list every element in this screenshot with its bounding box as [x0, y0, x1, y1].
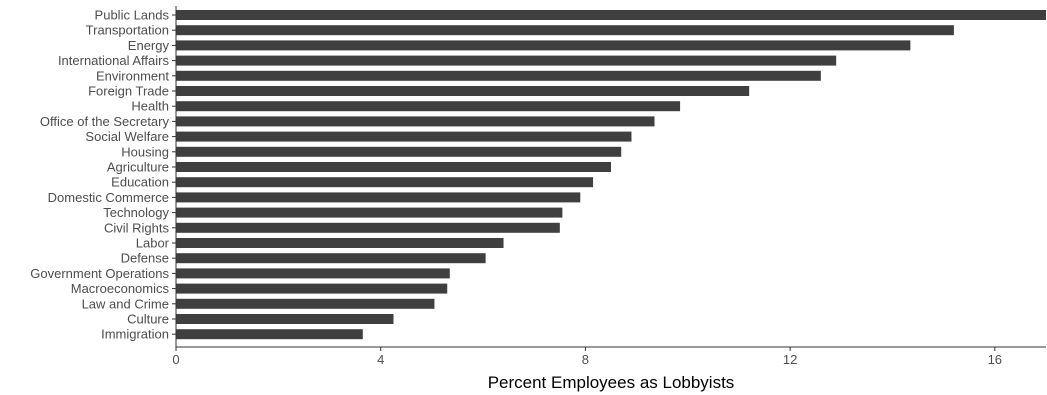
bar: [176, 314, 394, 324]
x-tick-label: 8: [582, 352, 589, 367]
category-label: Civil Rights: [104, 220, 170, 235]
category-label: Labor: [136, 236, 170, 251]
bar: [176, 116, 655, 127]
category-label: Defense: [121, 251, 169, 266]
bar: [176, 40, 911, 51]
bar: [176, 10, 1046, 20]
bar: [176, 70, 821, 81]
x-tick-label: 4: [377, 352, 384, 367]
bar: [176, 101, 681, 112]
x-tick-label: 16: [988, 352, 1002, 367]
x-axis-ticks: 0 4 8 12 16: [172, 347, 1002, 367]
bar: [176, 222, 560, 233]
category-label: Domestic Commerce: [48, 190, 169, 205]
bar: [176, 329, 363, 340]
bar: [176, 86, 750, 96]
bar: [176, 131, 632, 142]
y-axis-ticks: [172, 14, 176, 335]
bar: [176, 238, 504, 248]
bar: [176, 207, 563, 218]
bar: [176, 146, 622, 157]
category-labels: Public LandsTransportationEnergyInternat…: [30, 8, 169, 342]
bars-group: [176, 10, 1046, 340]
category-label: Energy: [128, 38, 170, 53]
category-label: Foreign Trade: [88, 84, 169, 99]
category-label: Social Welfare: [85, 129, 169, 144]
category-label: Law and Crime: [82, 296, 169, 311]
bar: [176, 253, 486, 264]
category-label: Office of the Secretary: [40, 114, 170, 129]
category-label: Immigration: [101, 327, 169, 342]
bar: [176, 177, 594, 188]
x-tick-label: 0: [172, 352, 179, 367]
bar: [176, 25, 954, 36]
category-label: Agriculture: [107, 160, 169, 175]
category-label: Health: [131, 99, 169, 114]
bar: [176, 55, 837, 66]
category-label: Culture: [127, 312, 169, 327]
category-label: Transportation: [86, 23, 169, 38]
bar: [176, 268, 450, 279]
category-label: Macroeconomics: [71, 281, 170, 296]
category-label: Government Operations: [30, 266, 169, 281]
x-tick-label: 12: [783, 352, 797, 367]
bar: [176, 192, 581, 203]
bar: [176, 298, 435, 309]
category-label: Housing: [121, 144, 169, 159]
category-label: Environment: [96, 68, 169, 83]
category-label: Technology: [103, 205, 169, 220]
bar: [176, 283, 448, 294]
category-label: Public Lands: [95, 8, 170, 23]
bar: [176, 162, 611, 172]
x-axis-title: Percent Employees as Lobbyists: [488, 373, 735, 392]
category-label: International Affairs: [58, 53, 170, 68]
category-label: Education: [111, 175, 169, 190]
